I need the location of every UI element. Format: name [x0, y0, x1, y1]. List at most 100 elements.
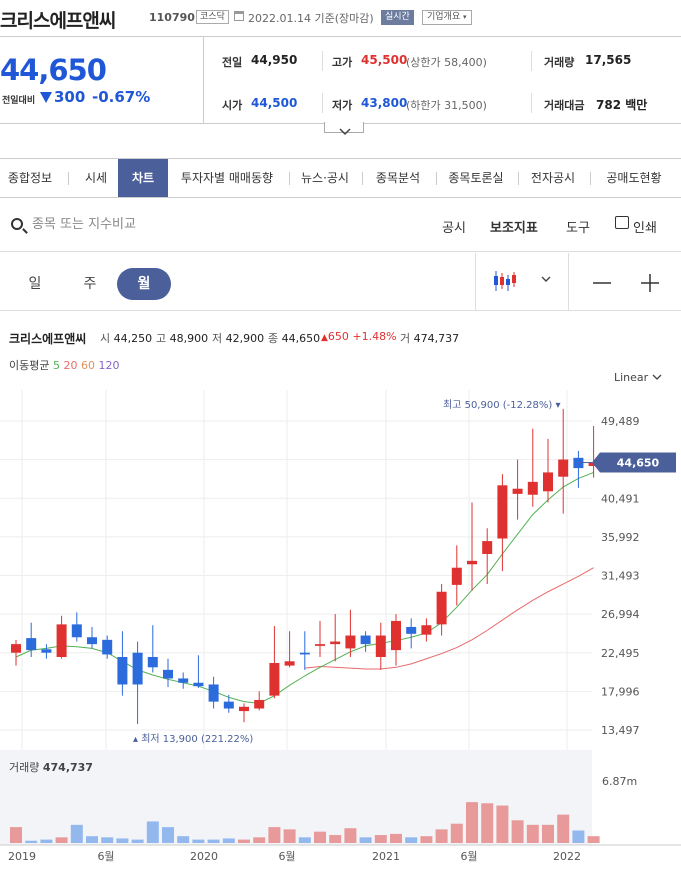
- moving-average-legend: 이동평균 5 20 60 120: [9, 357, 119, 373]
- volume-bar: [557, 814, 570, 843]
- compare-search-input[interactable]: [32, 214, 232, 234]
- tab-chart[interactable]: 차트: [118, 159, 168, 197]
- chevron-down-icon[interactable]: [540, 275, 552, 283]
- candle-body: [299, 652, 310, 655]
- tab-news[interactable]: 뉴스·공시: [301, 171, 349, 185]
- ma20-line: [304, 567, 594, 670]
- ma-5[interactable]: 5: [52, 359, 60, 372]
- zoom-in-icon[interactable]: [640, 273, 660, 293]
- candle-body: [512, 488, 523, 494]
- disclosure-toggle[interactable]: 공시: [442, 221, 466, 236]
- candle-body: [132, 652, 143, 685]
- volume-bar: [420, 836, 433, 843]
- change-amount: 300: [54, 88, 86, 106]
- period-month[interactable]: 월: [117, 268, 171, 300]
- realtime-badge[interactable]: 실시간: [381, 10, 414, 25]
- indicator-button[interactable]: 보조지표: [490, 221, 538, 236]
- open-label: 시가: [222, 99, 243, 112]
- tab-quotes[interactable]: 시세: [84, 171, 108, 185]
- print-icon[interactable]: [615, 216, 629, 229]
- price-chart[interactable]: 49,48944,99040,49135,99231,49326,99422,4…: [0, 390, 681, 880]
- info-high-value: 48,900: [169, 332, 209, 345]
- ma-20[interactable]: 20: [63, 359, 78, 372]
- volume-bar: [587, 836, 600, 843]
- period-day[interactable]: 일: [28, 276, 42, 292]
- ma-60[interactable]: 60: [80, 359, 95, 372]
- candle-body: [41, 649, 52, 653]
- scale-selector[interactable]: Linear: [614, 371, 662, 384]
- tool-button[interactable]: 도구: [566, 221, 590, 236]
- volume-bar: [192, 839, 205, 843]
- chevron-down-icon: [652, 374, 662, 380]
- candle-body: [71, 624, 82, 638]
- volume-bar: [86, 836, 98, 843]
- y-tick-label: 35,992: [601, 531, 640, 544]
- candle-body: [436, 591, 447, 625]
- info-volume-label: 거: [400, 332, 411, 345]
- tab-disclosure[interactable]: 전자공시: [530, 171, 576, 185]
- candle-body: [558, 459, 569, 477]
- divider: [322, 51, 323, 71]
- info-open-label: 시: [100, 332, 111, 345]
- search-icon[interactable]: [11, 218, 23, 230]
- volume-bar: [40, 839, 53, 843]
- current-price: 44,650: [0, 53, 107, 87]
- upper-limit: (상한가 58,400): [406, 56, 487, 69]
- stock-name: 크리스에프앤씨: [0, 10, 116, 32]
- info-change-amount: 650: [327, 330, 349, 343]
- y-tick-label: 13,497: [601, 724, 640, 737]
- divider: [322, 93, 323, 113]
- company-overview-button[interactable]: 기업개요 ▾: [422, 10, 472, 25]
- zoom-out-icon[interactable]: [592, 273, 612, 293]
- volume-bar: [25, 840, 38, 843]
- candle-body: [573, 457, 584, 469]
- tab-overview[interactable]: 종합정보: [7, 171, 53, 185]
- volume-bar: [162, 827, 174, 843]
- candle-body: [239, 706, 249, 712]
- print-button[interactable]: 인쇄: [633, 221, 657, 236]
- candle-body: [117, 656, 128, 685]
- candle-body: [543, 472, 553, 492]
- expand-button[interactable]: [324, 122, 364, 136]
- divider: [531, 51, 532, 71]
- volume-bar: [466, 802, 478, 843]
- tab-short-selling[interactable]: 공매도현황: [606, 171, 662, 185]
- info-high-label: 고: [156, 332, 167, 345]
- volume-bar: [359, 837, 372, 843]
- candle-body: [482, 541, 493, 554]
- candle-body: [451, 567, 462, 585]
- info-low-label: 저: [212, 332, 223, 345]
- candle-body: [421, 625, 432, 635]
- stock-code: 110790: [149, 11, 195, 24]
- tab-forum[interactable]: 종목토론실: [448, 171, 504, 185]
- calendar-icon: [234, 11, 244, 21]
- volume-bar: [298, 837, 311, 843]
- volume-bar: [116, 838, 129, 843]
- divider: [436, 172, 437, 185]
- volume-area: [0, 750, 592, 845]
- max-annotation: 최고 50,900 (-12.28%) ▾: [443, 399, 561, 411]
- trade-amount-label: 거래대금: [544, 99, 585, 112]
- trade-amount-value: 782 백만: [596, 98, 648, 112]
- ma-label: 이동평균: [9, 359, 50, 372]
- tab-investor-trend[interactable]: 투자자별 매매동향: [180, 171, 274, 185]
- open-value: 44,500: [251, 96, 298, 110]
- divider: [568, 253, 569, 311]
- y-tick-label: 26,994: [601, 608, 640, 621]
- high-label: 고가: [332, 56, 353, 69]
- divider: [362, 172, 363, 185]
- price-left-panel: 44,650 전일대비 300 -0.67%: [0, 37, 204, 123]
- market-badge: 코스닥: [196, 10, 229, 24]
- y-tick-label: 22,495: [601, 647, 640, 660]
- candle-body: [163, 669, 173, 679]
- divider: [531, 93, 532, 113]
- candle-body: [178, 678, 189, 683]
- info-low: 저 42,900: [212, 330, 264, 346]
- candlestick-type-icon[interactable]: [492, 269, 520, 293]
- tab-analysis[interactable]: 종목분석: [375, 171, 421, 185]
- period-week[interactable]: 주: [83, 276, 97, 292]
- ma-120[interactable]: 120: [98, 359, 120, 372]
- volume-bar: [496, 805, 509, 843]
- info-open-value: 44,250: [113, 332, 153, 345]
- divider: [475, 253, 476, 311]
